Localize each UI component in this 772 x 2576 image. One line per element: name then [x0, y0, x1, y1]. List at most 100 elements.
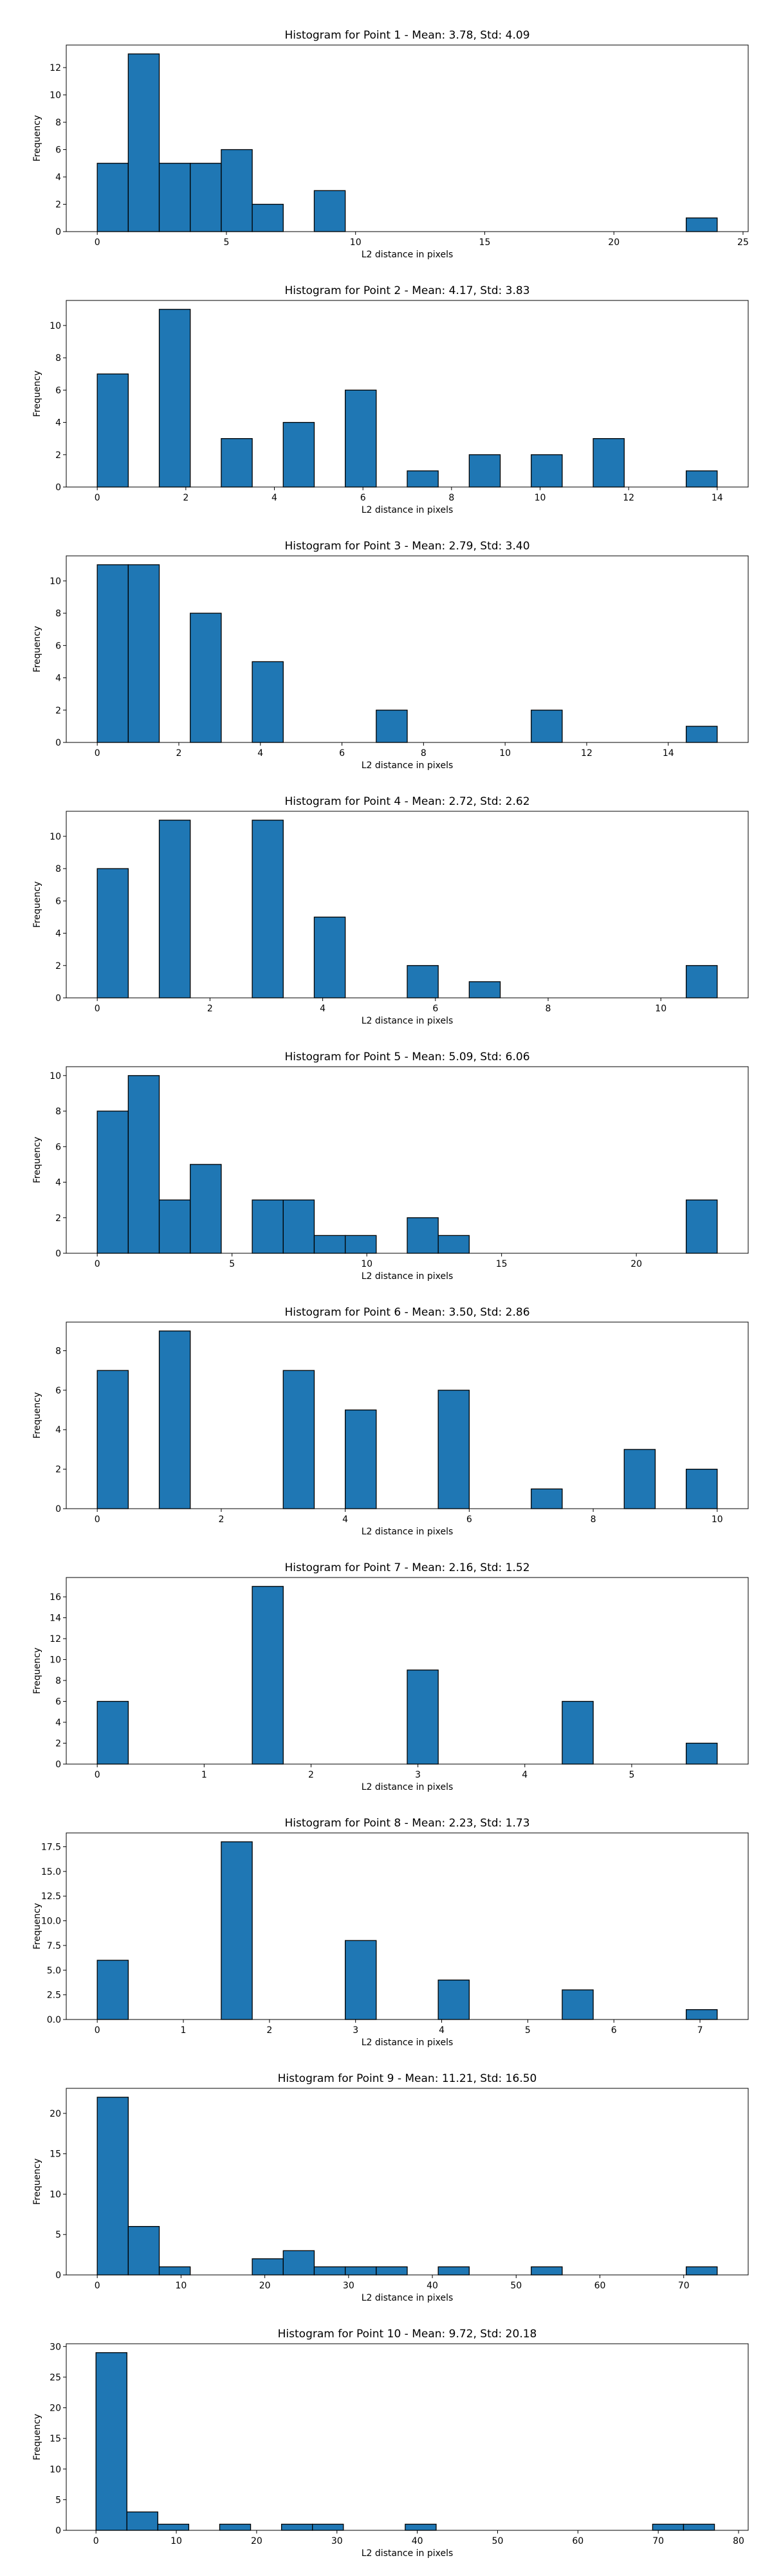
histogram-bar — [344, 1409, 377, 1509]
histogram-bar — [127, 1075, 160, 1254]
histogram-bar — [437, 1235, 470, 1254]
y-tick-label: 0.0 — [47, 2015, 61, 2025]
x-tick-label: 4 — [342, 1514, 348, 1525]
x-tick-label: 80 — [733, 2536, 744, 2546]
histogram-bar — [96, 163, 129, 232]
histogram-panel-7: Histogram for Point 7 - Mean: 2.16, Std:… — [32, 1561, 749, 1792]
bar-group — [96, 1586, 718, 1765]
histogram-bar — [313, 1235, 346, 1254]
x-axis-label: L2 distance in pixels — [362, 2038, 454, 2048]
histogram-bar — [685, 1468, 718, 1509]
y-axis-label: Frequency — [32, 2158, 42, 2205]
x-tick-label: 10 — [350, 237, 362, 248]
y-tick-label: 0 — [55, 227, 61, 237]
histogram-bar — [190, 612, 222, 743]
x-tick-label: 4 — [522, 1770, 528, 1780]
axes-frame — [66, 811, 749, 998]
y-tick-label: 2 — [55, 1739, 61, 1749]
axes-frame — [66, 1577, 749, 1765]
histogram-panel-1: Histogram for Point 1 - Mean: 3.78, Std:… — [32, 29, 749, 260]
y-tick-label: 15 — [50, 2434, 61, 2444]
y-tick-label: 14 — [50, 1614, 61, 1624]
histogram-bar — [593, 438, 625, 488]
x-tick-label: 8 — [546, 1004, 551, 1014]
histogram-bar — [562, 1989, 594, 2020]
y-tick-label: 8 — [55, 118, 61, 128]
histogram-bar — [252, 2258, 284, 2276]
histogram-bar — [282, 1370, 315, 1509]
histogram-bar — [252, 203, 284, 232]
y-tick-label: 6 — [55, 896, 61, 906]
axes-frame — [66, 1066, 749, 1254]
chart-title: Histogram for Point 2 - Mean: 4.17, Std:… — [284, 284, 529, 297]
y-tick-label: 6 — [55, 385, 61, 396]
y-tick-label: 8 — [55, 1676, 61, 1686]
y-tick-label: 4 — [55, 1718, 61, 1728]
y-tick-label: 2 — [55, 1465, 61, 1475]
x-tick-label: 14 — [712, 493, 723, 503]
axes-frame — [66, 2343, 749, 2531]
x-tick-label: 5 — [525, 2025, 531, 2036]
y-tick-label: 2 — [55, 450, 61, 461]
y-tick-label: 8 — [55, 864, 61, 874]
histogram-bar — [158, 820, 191, 998]
axes-frame — [66, 44, 749, 232]
axes-frame — [66, 1321, 749, 1509]
histogram-bar — [344, 2266, 377, 2276]
x-tick-label: 5 — [223, 237, 229, 248]
histogram-bar — [685, 2266, 718, 2276]
histogram-bar — [685, 1742, 718, 1765]
x-tick-label: 0 — [95, 1259, 100, 1269]
axes-frame — [66, 555, 749, 743]
histogram-bar — [252, 1586, 284, 1765]
histogram-panel-9: Histogram for Point 9 - Mean: 11.21, Std… — [32, 2072, 749, 2303]
x-tick-label: 2 — [218, 1514, 224, 1525]
x-tick-label: 4 — [257, 748, 263, 759]
histogram-bar — [437, 1979, 470, 2020]
chart-title: Histogram for Point 5 - Mean: 5.09, Std:… — [284, 1051, 529, 1063]
y-tick-label: 15 — [50, 2149, 61, 2160]
histogram-bar — [96, 2097, 129, 2276]
histogram-bar — [158, 163, 191, 232]
histogram-bar — [652, 2523, 685, 2531]
y-tick-label: 8 — [55, 609, 61, 619]
histogram-bar — [623, 1449, 656, 1509]
y-tick-label: 12 — [50, 63, 61, 73]
y-tick-label: 25 — [50, 2373, 61, 2383]
x-tick-label: 12 — [581, 748, 593, 759]
histogram-bar — [531, 2266, 563, 2276]
histogram-bar — [685, 2009, 718, 2020]
x-tick-label: 10 — [175, 2281, 187, 2291]
x-tick-label: 8 — [448, 493, 454, 503]
x-tick-label: 0 — [95, 1514, 100, 1525]
y-tick-label: 15.0 — [41, 1867, 61, 1877]
histogram-bar — [219, 2523, 252, 2531]
histogram-bar — [96, 373, 129, 488]
x-tick-label: 6 — [339, 748, 345, 759]
y-tick-label: 16 — [50, 1592, 61, 1603]
x-tick-label: 2 — [308, 1770, 314, 1780]
x-tick-label: 50 — [510, 2281, 522, 2291]
x-tick-label: 0 — [95, 493, 100, 503]
x-tick-label: 10 — [535, 493, 546, 503]
y-axis-label: Frequency — [32, 371, 42, 417]
y-axis-label: Frequency — [32, 1903, 42, 1949]
histogram-bar — [95, 2352, 127, 2531]
y-tick-label: 10 — [50, 2189, 61, 2200]
x-tick-label: 40 — [412, 2536, 423, 2546]
y-axis-label: Frequency — [32, 2414, 42, 2460]
y-tick-label: 30 — [50, 2342, 61, 2352]
x-axis-label: L2 distance in pixels — [362, 760, 454, 771]
histogram-bar — [96, 1960, 129, 2020]
y-tick-label: 0 — [55, 1249, 61, 1259]
histogram-bar — [312, 2523, 344, 2531]
y-tick-label: 0 — [55, 2270, 61, 2281]
x-axis-label: L2 distance in pixels — [362, 2548, 454, 2559]
y-tick-label: 10.0 — [41, 1917, 61, 1927]
y-axis-label: Frequency — [32, 626, 42, 672]
y-tick-label: 6 — [55, 1386, 61, 1396]
x-tick-label: 12 — [623, 493, 634, 503]
histogram-bar — [344, 389, 377, 488]
histogram-bar — [96, 564, 129, 743]
